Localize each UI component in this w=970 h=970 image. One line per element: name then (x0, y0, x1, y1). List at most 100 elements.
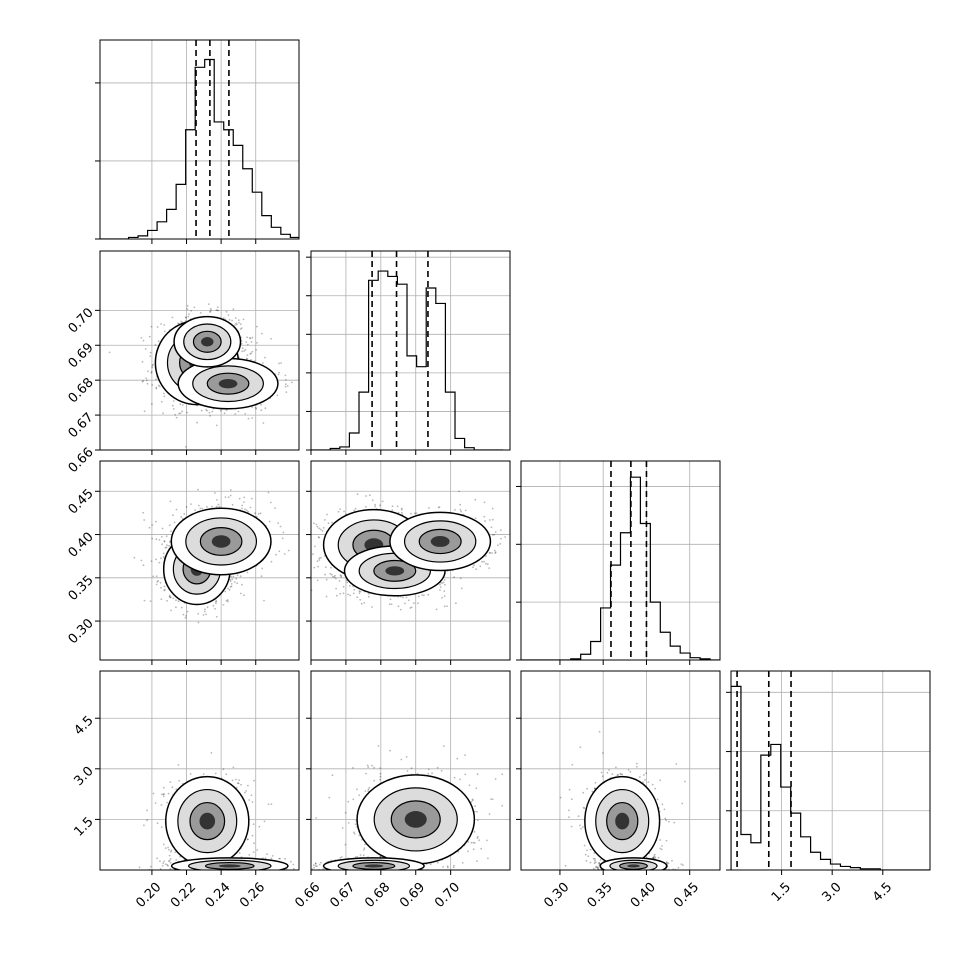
scatter-point (175, 416, 178, 419)
scatter-point (184, 616, 187, 619)
scatter-point (152, 363, 154, 366)
scatter-point (237, 319, 240, 322)
scatter-point (260, 409, 263, 412)
scatter-point (435, 608, 438, 611)
scatter-point (262, 422, 265, 424)
scatter-point (324, 519, 326, 521)
scatter-point (140, 559, 143, 562)
scatter-point (225, 599, 228, 602)
scatter-point (255, 407, 258, 410)
panel-frame (310, 250, 511, 451)
scatter-point (172, 400, 175, 402)
scatter-point (342, 592, 345, 595)
scatter-point (491, 518, 494, 521)
scatter-point (247, 417, 250, 420)
scatter-point (245, 509, 248, 512)
scatter-point (223, 412, 226, 415)
scatter-point (216, 499, 218, 501)
scatter-point (439, 589, 441, 591)
scatter-point (264, 407, 267, 410)
scatter-point (215, 600, 218, 602)
panel-2-1 (304, 460, 511, 665)
scatter-point (286, 385, 289, 387)
scatter-point (211, 410, 214, 413)
scatter-point (397, 605, 400, 608)
contour-peak (211, 535, 231, 548)
scatter-point (246, 336, 249, 339)
scatter-point (443, 605, 446, 608)
scatter-point (240, 327, 243, 329)
scatter-point (368, 494, 371, 497)
scatter-point (374, 503, 376, 506)
scatter-point (227, 600, 229, 603)
scatter-point (442, 581, 445, 584)
scatter-point (400, 511, 403, 514)
scatter-point (209, 415, 212, 417)
scatter-point (275, 553, 277, 556)
scatter-point (190, 309, 193, 312)
scatter-point (417, 602, 419, 605)
scatter-layer (108, 303, 293, 455)
scatter-point (173, 521, 176, 524)
scatter-point (331, 521, 334, 524)
scatter-point (381, 500, 384, 503)
scatter-point (367, 592, 370, 595)
scatter-point (262, 362, 264, 364)
scatter-point (200, 409, 203, 412)
scatter-point (488, 567, 491, 569)
scatter-point (251, 406, 254, 408)
scatter-point (188, 313, 190, 315)
scatter-point (281, 537, 284, 540)
scatter-point (162, 555, 165, 558)
scatter-point (169, 596, 172, 599)
scatter-point (359, 590, 362, 593)
scatter-point (141, 380, 144, 383)
scatter-point (315, 523, 318, 526)
panel-2-0: 0.300.350.400.45 (66, 460, 300, 665)
scatter-point (489, 552, 492, 554)
scatter-point (335, 587, 337, 590)
scatter-point (146, 379, 148, 382)
scatter-point (163, 453, 165, 455)
scatter-point (222, 604, 225, 606)
scatter-point (499, 543, 502, 545)
scatter-point (317, 536, 320, 538)
scatter-point (282, 531, 285, 534)
scatter-point (186, 304, 189, 307)
scatter-point (409, 607, 412, 609)
scatter-point (204, 610, 206, 613)
y-tick-label: 0.40 (66, 530, 97, 561)
scatter-point (158, 539, 161, 541)
scatter-point (474, 498, 477, 501)
scatter-point (205, 408, 208, 411)
scatter-point (172, 597, 175, 600)
scatter-point (231, 503, 234, 506)
scatter-point (316, 579, 319, 582)
scatter-point (222, 317, 225, 319)
scatter-point (404, 602, 406, 605)
scatter-point (443, 590, 446, 592)
scatter-point (163, 540, 166, 542)
scatter-point (179, 403, 182, 406)
scatter-point (304, 567, 306, 569)
scatter-point (143, 519, 146, 521)
scatter-point (441, 582, 443, 585)
scatter-point (231, 578, 234, 581)
scatter-point (353, 509, 356, 512)
scatter-point (175, 606, 177, 609)
scatter-point (339, 592, 342, 595)
scatter-point (246, 357, 248, 360)
panel-1-0: 0.660.670.680.690.70 (66, 250, 300, 476)
scatter-point (326, 513, 328, 516)
scatter-point (168, 594, 171, 597)
scatter-point (163, 324, 166, 326)
scatter-point (243, 501, 245, 503)
scatter-point (245, 341, 248, 343)
scatter-point (243, 496, 246, 499)
scatter-point (177, 600, 180, 603)
scatter-point (267, 491, 270, 494)
scatter-point (402, 596, 404, 599)
scatter-point (175, 599, 177, 602)
y-tick-label: 0.69 (66, 340, 97, 371)
scatter-point (171, 404, 174, 407)
